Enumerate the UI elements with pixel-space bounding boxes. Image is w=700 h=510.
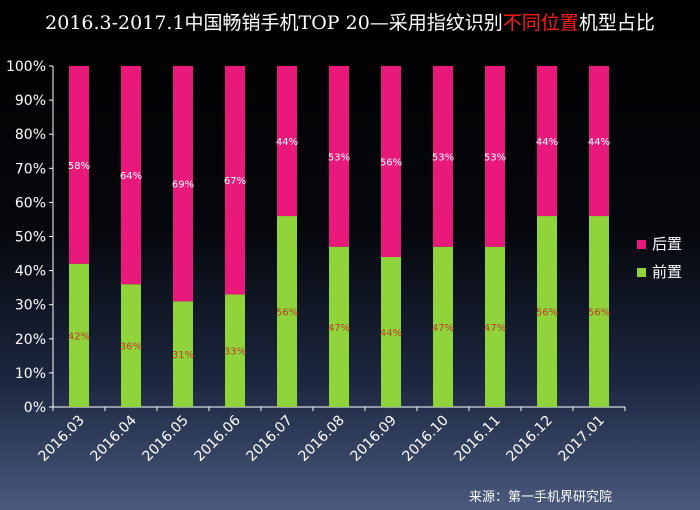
bar-front: [329, 246, 349, 407]
y-tick-label: 100%: [6, 59, 46, 75]
data-label-back: 56%: [380, 157, 402, 168]
data-label-front: 56%: [276, 308, 298, 319]
data-label-back: 44%: [536, 137, 558, 148]
data-label-front: 47%: [432, 323, 454, 334]
legend-label: 前置: [652, 263, 682, 281]
source-note: 来源：第一手机界研究院: [468, 490, 612, 505]
data-label-front: 56%: [536, 308, 558, 319]
bar-front: [173, 301, 193, 407]
y-tick-label: 30%: [15, 298, 46, 314]
x-tick-label: 2016.12: [504, 413, 556, 465]
data-label-back: 53%: [484, 152, 506, 163]
x-tick-label: 2016.10: [400, 413, 452, 465]
y-tick-label: 60%: [15, 195, 46, 211]
data-label-back: 53%: [432, 152, 454, 163]
x-tick-label: 2016.08: [296, 413, 348, 465]
bar-back: [173, 66, 193, 302]
x-tick-label: 2016.06: [192, 412, 244, 464]
x-tick-label: 2016.09: [348, 413, 400, 465]
data-label-front: 33%: [224, 347, 246, 358]
bar-front: [69, 263, 89, 407]
data-label-back: 53%: [328, 152, 350, 163]
bar-back: [225, 66, 245, 295]
x-tick-label: 2016.11: [452, 413, 504, 465]
data-label-front: 36%: [120, 342, 142, 353]
bar-front: [433, 246, 453, 407]
bar-front: [277, 216, 297, 407]
bar-back: [589, 66, 609, 217]
bar-back: [537, 66, 557, 217]
bar-front: [537, 216, 557, 407]
y-tick-label: 20%: [15, 332, 46, 348]
bar-back: [381, 66, 401, 257]
bar-back: [485, 66, 505, 247]
data-label-back: 44%: [588, 137, 610, 148]
x-tick-label: 2016.07: [244, 413, 296, 465]
bar-back: [433, 66, 453, 247]
legend-label: 后置: [652, 235, 682, 253]
y-tick-label: 90%: [15, 93, 46, 109]
x-tick-label: 2016.05: [140, 413, 192, 465]
y-tick-label: 50%: [15, 230, 46, 246]
data-label-back: 58%: [68, 161, 90, 172]
legend-swatch: [637, 268, 646, 277]
legend-swatch: [637, 240, 646, 249]
bar-back: [329, 66, 349, 247]
y-tick-label: 80%: [15, 127, 46, 143]
y-tick-label: 40%: [15, 264, 46, 280]
data-label-front: 47%: [484, 323, 506, 334]
y-tick-label: 0%: [24, 400, 46, 416]
title-highlight: 不同位置: [502, 12, 579, 34]
bar-front: [225, 294, 245, 407]
data-label-back: 69%: [172, 180, 194, 191]
title-suffix: 机型占比: [578, 12, 655, 34]
data-label-back: 67%: [224, 176, 246, 187]
bar-front: [381, 256, 401, 407]
bar-front: [485, 246, 505, 407]
bar-front: [121, 284, 141, 407]
bar-back: [121, 66, 141, 285]
bar-back: [277, 66, 297, 217]
title-prefix: 2016.3-2017.1中国畅销手机TOP 20—采用指纹识别: [45, 12, 503, 34]
y-tick-label: 70%: [15, 161, 46, 177]
data-label-front: 42%: [68, 331, 90, 342]
data-label-back: 44%: [276, 137, 298, 148]
x-tick-label: 2017.01: [556, 413, 608, 465]
data-label-front: 56%: [588, 308, 610, 319]
data-label-front: 47%: [328, 323, 350, 334]
data-label-front: 31%: [172, 350, 194, 361]
data-label-front: 44%: [380, 328, 402, 339]
data-label-back: 64%: [120, 171, 142, 182]
x-tick-label: 2016.03: [36, 413, 88, 465]
y-tick-label: 10%: [15, 366, 46, 382]
chart-title: 2016.3-2017.1中国畅销手机TOP 20—采用指纹识别不同位置机型占比: [0, 8, 700, 35]
x-tick-label: 2016.04: [88, 412, 140, 464]
bar-front: [589, 216, 609, 407]
bar-back: [69, 66, 89, 264]
